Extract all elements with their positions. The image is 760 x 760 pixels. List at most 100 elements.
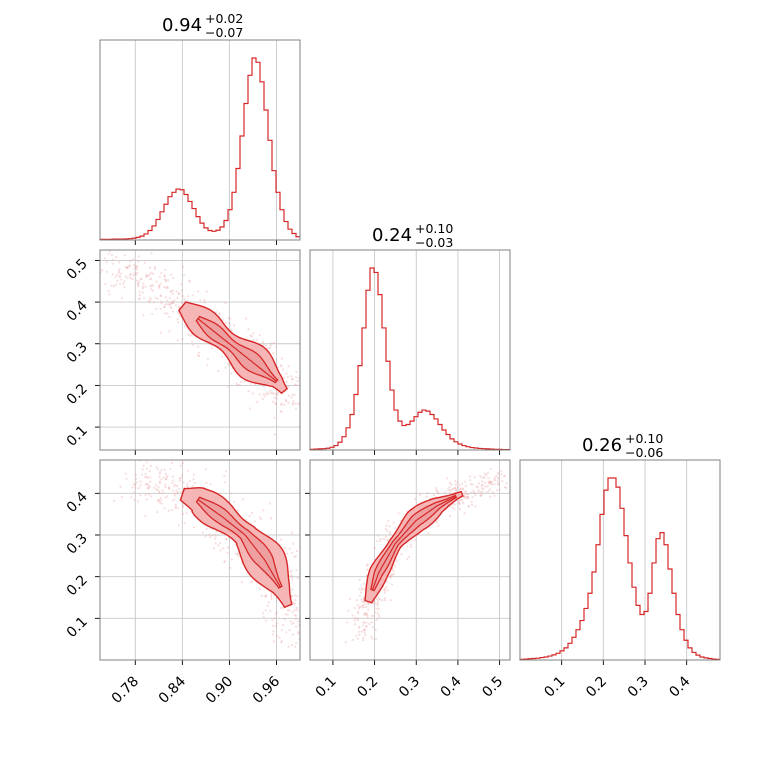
sample-point bbox=[362, 597, 365, 601]
sample-point bbox=[283, 547, 286, 550]
sample-point bbox=[286, 609, 289, 612]
sample-point bbox=[282, 624, 285, 627]
sample-point bbox=[158, 491, 161, 494]
sample-point bbox=[273, 433, 276, 436]
sample-point bbox=[224, 321, 227, 324]
sample-point bbox=[409, 543, 412, 546]
histogram-line bbox=[99, 57, 300, 240]
sample-point bbox=[188, 280, 191, 283]
sample-point bbox=[358, 588, 361, 591]
sample-point bbox=[296, 594, 299, 598]
sample-point bbox=[388, 575, 392, 578]
sample-point bbox=[365, 621, 368, 624]
sample-point bbox=[280, 357, 284, 360]
sample-point bbox=[138, 246, 140, 248]
sample-point bbox=[96, 283, 98, 285]
sample-point bbox=[272, 624, 275, 628]
sample-point bbox=[270, 595, 273, 599]
sample-point bbox=[191, 340, 194, 343]
sample-point bbox=[383, 588, 386, 591]
sample-point bbox=[312, 605, 314, 607]
sample-point bbox=[480, 491, 483, 494]
sample-point bbox=[262, 385, 265, 388]
sample-point bbox=[163, 468, 166, 471]
sample-point bbox=[377, 534, 380, 537]
sample-point bbox=[177, 487, 181, 490]
sample-point bbox=[208, 533, 211, 537]
sample-point bbox=[274, 392, 278, 395]
sample-point bbox=[237, 509, 240, 512]
sample-point bbox=[224, 560, 227, 563]
sample-point bbox=[272, 352, 275, 355]
sample-point bbox=[453, 486, 457, 489]
sample-point bbox=[489, 495, 492, 498]
sample-point bbox=[228, 317, 232, 320]
sample-point bbox=[137, 285, 140, 288]
sample-point bbox=[292, 621, 295, 624]
sample-point bbox=[170, 307, 173, 310]
sample-point bbox=[125, 477, 128, 480]
sample-point bbox=[157, 498, 160, 502]
sample-point bbox=[493, 476, 496, 479]
sample-point bbox=[105, 260, 108, 264]
sample-point bbox=[458, 502, 461, 505]
sample-point bbox=[120, 278, 123, 281]
sample-point bbox=[145, 273, 148, 276]
sample-point bbox=[376, 595, 379, 598]
sample-point bbox=[183, 298, 186, 301]
sample-point bbox=[168, 303, 171, 306]
sample-point bbox=[276, 391, 279, 395]
sample-point bbox=[391, 583, 394, 586]
sample-point bbox=[152, 272, 155, 275]
sample-point bbox=[290, 375, 293, 378]
sample-point bbox=[227, 361, 230, 364]
sample-point bbox=[292, 542, 295, 545]
sample-point bbox=[489, 482, 492, 486]
sample-point bbox=[303, 559, 305, 561]
sample-point bbox=[221, 355, 224, 359]
sample-point bbox=[289, 620, 292, 623]
sample-point bbox=[197, 354, 201, 358]
sample-point bbox=[362, 600, 365, 603]
sample-point bbox=[464, 492, 467, 495]
sample-point bbox=[133, 491, 136, 494]
sample-point bbox=[287, 645, 290, 648]
sample-point bbox=[386, 538, 389, 542]
sample-point bbox=[145, 275, 148, 278]
sample-point bbox=[240, 380, 243, 383]
sample-point bbox=[500, 470, 503, 473]
sample-point bbox=[174, 506, 177, 510]
sample-point bbox=[159, 481, 162, 485]
sample-point bbox=[463, 496, 466, 499]
sample-point bbox=[172, 276, 175, 279]
y-tick-label: 0.5 bbox=[64, 256, 91, 283]
sample-point bbox=[147, 274, 150, 278]
sample-point bbox=[118, 275, 121, 278]
sample-point bbox=[175, 505, 178, 508]
sample-point bbox=[463, 511, 466, 515]
sample-point bbox=[291, 378, 294, 381]
sample-point bbox=[481, 480, 484, 483]
sample-point bbox=[486, 485, 489, 488]
sample-point bbox=[191, 485, 194, 488]
sample-point bbox=[427, 532, 430, 535]
sample-point bbox=[372, 602, 375, 605]
sample-point bbox=[287, 385, 290, 389]
sample-point bbox=[467, 505, 470, 508]
sample-point bbox=[496, 480, 499, 483]
sample-point bbox=[397, 512, 400, 515]
sample-point bbox=[472, 489, 475, 492]
x-tick-label: 0.90 bbox=[203, 674, 236, 707]
sample-point bbox=[236, 552, 239, 555]
sample-point bbox=[178, 477, 181, 480]
x-tick-label: 0.1 bbox=[313, 674, 340, 701]
sample-point bbox=[145, 475, 148, 478]
sample-point bbox=[180, 301, 183, 304]
sample-point bbox=[166, 312, 169, 315]
sample-point bbox=[166, 287, 169, 290]
sample-point bbox=[269, 517, 273, 520]
sample-point bbox=[291, 377, 294, 380]
sample-point bbox=[376, 604, 379, 607]
histogram-line bbox=[519, 477, 720, 660]
sample-point bbox=[120, 272, 123, 275]
